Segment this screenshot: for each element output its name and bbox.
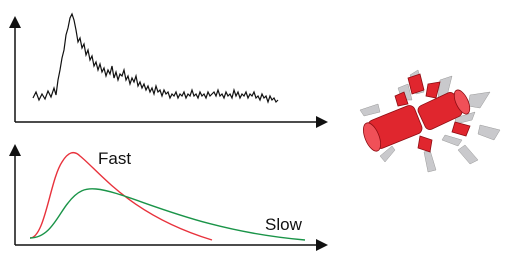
- illustration: Fast Slow: [0, 0, 519, 259]
- slow-label: Slow: [265, 215, 303, 234]
- page: {"labels": {"fast": "Fast", "slow": "Slo…: [0, 0, 519, 259]
- top-axes: [15, 22, 322, 122]
- slow-curve: [30, 189, 305, 240]
- explosion: [360, 70, 500, 172]
- fast-label: Fast: [98, 149, 131, 168]
- noisy-trace: [33, 14, 278, 102]
